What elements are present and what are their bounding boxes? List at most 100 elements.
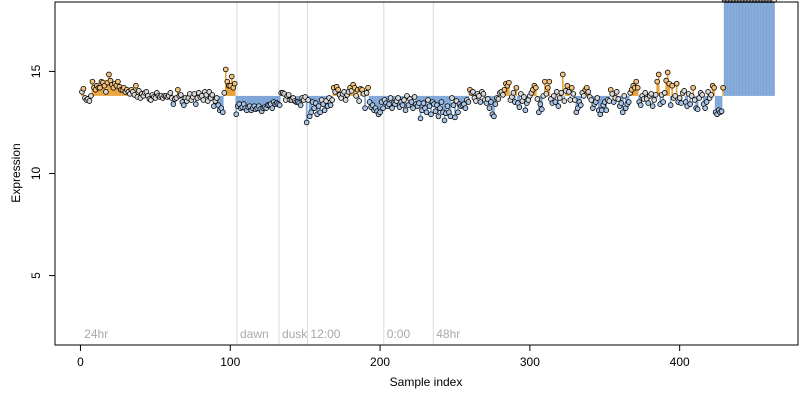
data-point — [356, 98, 362, 104]
data-point — [572, 97, 578, 103]
y-tick-label: 15 — [29, 64, 43, 78]
data-point — [634, 84, 641, 91]
data-point — [678, 100, 684, 106]
data-point — [598, 107, 605, 114]
data-point — [432, 108, 439, 115]
data-point — [308, 109, 314, 116]
data-point — [690, 84, 696, 91]
data-point — [606, 98, 613, 104]
data-point — [542, 78, 548, 85]
data-point — [699, 92, 705, 98]
data-point — [580, 93, 587, 99]
data-point — [106, 71, 112, 78]
data-point — [438, 99, 445, 105]
data-point — [269, 105, 276, 111]
data-point — [342, 97, 349, 103]
data-point — [365, 84, 371, 91]
data-point — [377, 109, 383, 116]
data-point — [603, 107, 610, 114]
region-label: 12:00 — [310, 327, 340, 341]
data-point — [423, 109, 430, 116]
data-point — [387, 95, 394, 101]
data-point — [426, 103, 433, 109]
data-point — [557, 95, 563, 101]
data-point — [417, 115, 424, 122]
data-point — [546, 78, 553, 85]
data-point — [570, 91, 577, 97]
data-point — [416, 100, 422, 106]
data-points — [79, 0, 777, 126]
data-point — [170, 101, 177, 107]
data-point — [477, 99, 484, 105]
data-point — [462, 105, 469, 111]
data-point — [219, 109, 226, 116]
data-point — [585, 89, 592, 95]
data-point — [552, 99, 559, 105]
data-point — [402, 107, 409, 114]
data-point — [539, 106, 545, 112]
data-point — [353, 93, 359, 99]
data-point — [618, 100, 625, 106]
data-point — [703, 99, 710, 105]
data-point — [625, 99, 632, 105]
data-point — [321, 107, 328, 114]
data-point — [455, 109, 461, 116]
data-point — [655, 71, 662, 78]
data-point — [380, 105, 386, 111]
data-point — [588, 97, 595, 103]
data-point — [637, 102, 644, 108]
y-axis-label: Expression — [9, 143, 23, 202]
region-label: 48hr — [436, 327, 460, 341]
data-point — [181, 102, 187, 108]
data-point — [329, 97, 335, 103]
data-point — [495, 96, 502, 102]
data-point — [103, 89, 109, 95]
data-point — [410, 105, 416, 111]
y-tick-label: 10 — [29, 167, 43, 181]
data-point — [492, 101, 499, 107]
data-point — [615, 96, 622, 102]
data-point — [213, 95, 220, 101]
x-tick-label: 0 — [77, 355, 84, 369]
data-point — [513, 84, 520, 91]
data-point — [718, 108, 725, 115]
region-dividers — [236, 2, 434, 345]
data-point — [633, 78, 640, 85]
data-point — [233, 111, 240, 118]
data-point — [500, 92, 506, 98]
data-point — [660, 99, 666, 105]
data-point — [389, 105, 395, 111]
data-point — [645, 100, 652, 106]
data-point — [661, 90, 668, 96]
data-point — [480, 91, 487, 97]
x-tick-label: 200 — [370, 355, 390, 369]
data-point — [672, 93, 678, 99]
data-point — [276, 102, 283, 108]
data-point — [470, 89, 476, 95]
region-label: 0:00 — [387, 327, 411, 341]
data-point — [564, 82, 571, 89]
data-point — [594, 95, 601, 101]
x-axis-label: Sample index — [390, 375, 463, 389]
region-label: 24hr — [84, 327, 108, 341]
data-point — [702, 105, 708, 111]
data-point — [335, 86, 341, 93]
data-point — [654, 78, 660, 85]
data-point — [619, 109, 626, 116]
data-point — [708, 92, 714, 98]
data-point — [561, 98, 568, 104]
data-point — [488, 99, 494, 105]
x-tick-label: 100 — [220, 355, 240, 369]
data-point — [167, 90, 174, 96]
data-point — [681, 88, 687, 94]
data-point — [473, 98, 479, 104]
data-point — [222, 66, 229, 73]
region-label: dawn — [240, 327, 269, 341]
data-point — [420, 100, 427, 106]
data-point — [491, 113, 497, 120]
data-point — [175, 86, 181, 93]
data-point — [285, 92, 292, 98]
data-point — [401, 97, 407, 103]
data-point — [651, 97, 657, 103]
data-point — [200, 97, 207, 103]
